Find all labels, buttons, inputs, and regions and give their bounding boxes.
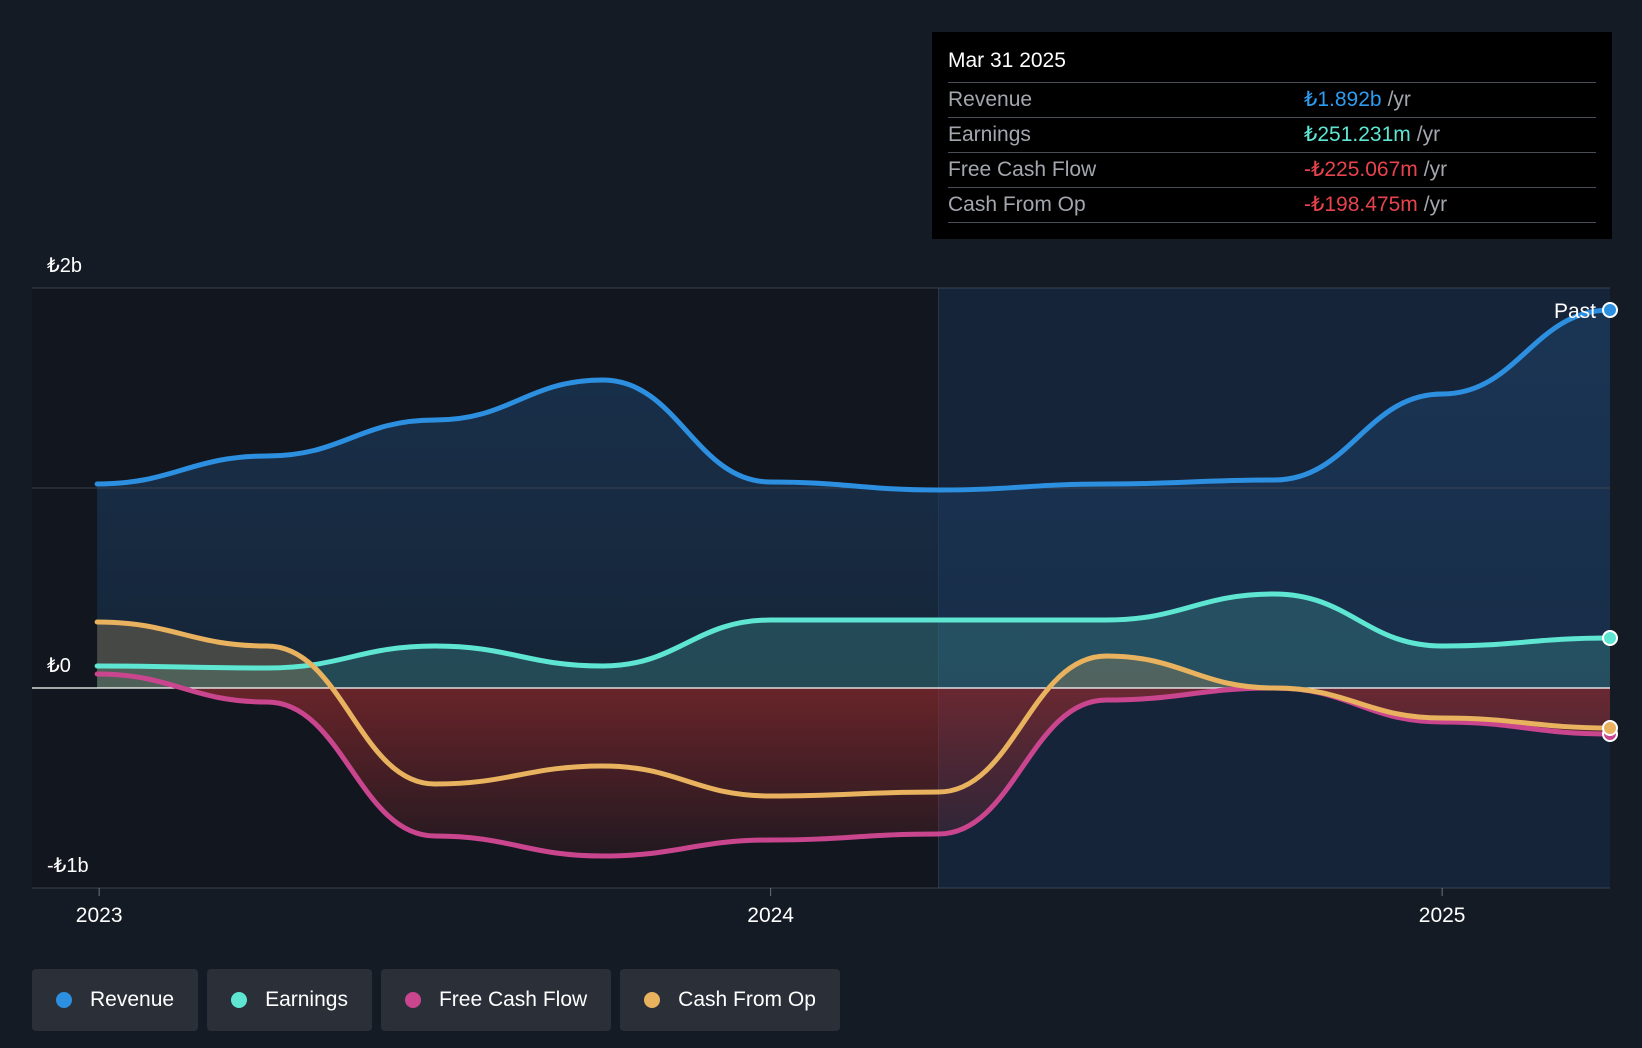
tooltip-row-cash-from-op: Cash From Op -₺198.475m /yr <box>948 188 1596 223</box>
x-tick-label: 2025 <box>1419 904 1466 927</box>
legend-dot-icon <box>644 992 661 1008</box>
tooltip-value: ₺1.892b <box>1304 88 1382 111</box>
series-line-cash-from-op <box>94 619 1613 799</box>
series-end-point <box>1602 630 1618 646</box>
series-end-point <box>1602 302 1618 318</box>
area-fill-negative-cash-flow <box>97 688 1610 856</box>
legend-label: Revenue <box>90 988 175 1011</box>
legend-item-earnings[interactable]: Earnings <box>207 969 372 1031</box>
tooltip-name: Cash From Op <box>948 193 1086 216</box>
legend-label: Cash From Op <box>678 988 816 1011</box>
series-line-revenue <box>94 307 1613 493</box>
tooltip-row-revenue: Revenue ₺1.892b /yr <box>948 83 1596 118</box>
tooltip-date: Mar 31 2025 <box>948 46 1596 83</box>
tooltip-unit: /yr <box>1416 123 1441 146</box>
x-tick-label: 2023 <box>76 904 123 927</box>
tooltip-unit: /yr <box>1387 88 1411 111</box>
tooltip-row-free-cash-flow: Free Cash Flow -₺225.067m /yr <box>948 153 1596 188</box>
legend-dot-icon <box>404 992 421 1008</box>
legend-label: Earnings <box>265 988 348 1011</box>
series-line-earnings <box>94 591 1613 671</box>
tooltip-name: Earnings <box>948 123 1031 146</box>
y-tick-label: -₺1b <box>47 855 89 877</box>
legend-dot-icon <box>56 992 72 1008</box>
legend-label: Free Cash Flow <box>438 988 588 1011</box>
tooltip-unit: /yr <box>1423 158 1448 181</box>
series-end-point <box>1602 720 1618 736</box>
tooltip-value: -₺198.475m <box>1304 193 1418 216</box>
area-fill-earnings <box>97 594 1610 688</box>
legend-item-free-cash-flow[interactable]: Free Cash Flow <box>380 969 612 1031</box>
area-fill-cash-from-op <box>97 622 1610 688</box>
tooltip-panel: Mar 31 2025 Revenue ₺1.892b /yr Earnings… <box>932 32 1612 239</box>
tooltip-value: ₺251.231m <box>1304 123 1411 146</box>
tooltip-name: Free Cash Flow <box>948 158 1097 181</box>
tooltip-value: -₺225.067m <box>1304 158 1418 181</box>
y-tick-label: ₺2b <box>47 255 82 277</box>
x-tick-label: 2024 <box>747 904 794 927</box>
legend: Revenue Earnings Free Cash Flow Cash Fro… <box>32 969 840 1031</box>
legend-item-revenue[interactable]: Revenue <box>32 969 199 1031</box>
tooltip-row-earnings: Earnings ₺251.231m /yr <box>948 118 1596 153</box>
tooltip-name: Revenue <box>948 88 1033 111</box>
area-fill-revenue <box>97 310 1610 688</box>
tooltip-unit: /yr <box>1423 193 1448 216</box>
past-label: Past <box>1554 300 1596 323</box>
y-tick-label: ₺0 <box>47 655 71 677</box>
legend-dot-icon <box>231 992 248 1008</box>
legend-item-cash-from-op[interactable]: Cash From Op <box>620 969 840 1031</box>
